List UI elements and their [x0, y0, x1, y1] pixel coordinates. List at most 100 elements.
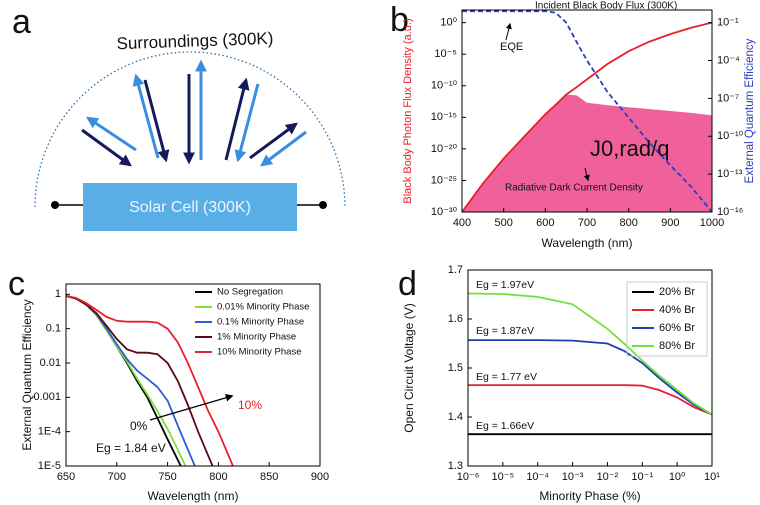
panel-label: a: [12, 3, 31, 41]
y-tick-label: 1.7: [448, 264, 463, 276]
y-tick-label: 1E-4: [38, 426, 61, 438]
y-tick-label: 0.01: [40, 357, 61, 369]
x-axis-label: Wavelength (nm): [148, 489, 239, 503]
x-tick-label: 10⁻³: [562, 471, 584, 483]
y-tick-label: 1: [55, 288, 61, 300]
chart: d 10⁻⁶ 10⁻⁵ 10⁻⁴ 10⁻³ 10⁻² 10⁻¹ 10⁰ 10¹ 1.3 1.4 1.5…: [398, 264, 720, 503]
line: [468, 339, 712, 416]
x-tick-label: 10⁻⁶: [457, 471, 480, 483]
line: [66, 295, 234, 466]
line: [468, 384, 712, 416]
y-tick-label: 0.1: [46, 323, 61, 335]
y-tick-label: 1E-5: [38, 460, 61, 472]
annotation: Eg = 1.84 eV: [96, 441, 166, 455]
arrow: [249, 122, 298, 160]
annotation: Eg = 1.66eV: [476, 420, 534, 432]
x-tick-label: 800: [209, 471, 227, 483]
annotation: 10%: [238, 398, 262, 412]
legend-label: 0.01% Minority Phase: [217, 302, 309, 313]
y-tick-label: 10⁻²⁵: [431, 174, 457, 186]
y-tick-label: 10⁻¹⁵: [431, 111, 457, 123]
y2-tick-label: 10⁻⁴: [717, 54, 740, 66]
y2-tick-label: 10⁻⁷: [717, 92, 739, 104]
annotation: J0,rad/q: [590, 136, 670, 161]
x-tick-label: 10¹: [704, 471, 720, 483]
line: [468, 292, 712, 416]
y-tick-label: 10⁰: [440, 17, 457, 29]
solar-cell: [83, 183, 297, 231]
legend-label: No Segregation: [217, 287, 283, 298]
surroundings-arc: [34, 51, 346, 208]
panel-label: d: [398, 265, 417, 303]
y-axis-label: Black Body Photon Flux Density (a.u.): [402, 18, 414, 203]
line: [462, 21, 712, 212]
x-axis-label: Wavelength (nm): [542, 236, 633, 250]
x-tick-label: 600: [536, 217, 554, 229]
arrow: [132, 73, 160, 159]
pointer: [505, 22, 512, 41]
terminal: [51, 201, 59, 209]
series-label: Incident Black Body Flux (300K): [535, 1, 677, 12]
plot-frame: [467, 269, 713, 467]
y-tick-label: 1.4: [448, 411, 463, 423]
surroundings-label: Surroundings (300K): [116, 29, 273, 53]
arrow: [86, 116, 137, 152]
y2-tick-label: 10⁻¹: [717, 17, 739, 29]
y2-tick-label: 10⁻¹⁶: [717, 206, 743, 218]
legend-frame: [626, 281, 708, 357]
x-tick-label: 700: [578, 217, 596, 229]
x-tick-label: 1000: [700, 217, 724, 229]
y2-tick-label: 10⁻¹³: [717, 168, 743, 180]
legend-label: 0.1% Minority Phase: [217, 317, 304, 328]
y-tick-label: 1.5: [448, 362, 463, 374]
panel-label: b: [390, 1, 409, 39]
plot-area: [462, 10, 712, 212]
y2-axis-label: External Quantum Efficiency: [744, 38, 756, 183]
y-tick-label: 1.3: [448, 460, 463, 472]
x-tick-label: 900: [661, 217, 679, 229]
x-tick-label: 800: [619, 217, 637, 229]
legend-label: 60% Br: [659, 322, 695, 334]
y-tick-label: 10⁻³⁰: [431, 206, 458, 218]
legend-label: 10% Minority Phase: [217, 347, 301, 358]
legend-label: 20% Br: [659, 286, 695, 298]
annotation: Eg = 1.87eV: [476, 325, 534, 337]
plot-frame: [65, 283, 321, 467]
plot-area: [66, 295, 234, 466]
arrow: [224, 77, 250, 161]
y-axis-label: External Quantum Efficiency: [20, 299, 34, 450]
x-tick-label: 850: [260, 471, 278, 483]
series-label: Radiative Dark Current Density: [505, 183, 643, 194]
pointer: [583, 167, 590, 182]
legend-label: 40% Br: [659, 304, 695, 316]
x-tick-label: 500: [494, 217, 512, 229]
panel-label: c: [8, 265, 25, 303]
legend-label: 80% Br: [659, 340, 695, 352]
x-axis-label: Minority Phase (%): [539, 489, 640, 503]
arrow: [260, 130, 307, 167]
arrows: [81, 59, 307, 167]
annotation: Eg = 1.97eV: [476, 279, 534, 291]
x-tick-label: 10⁻²: [597, 471, 619, 483]
chart: c 650 700 750 800 850 900 1 0.1 0.01 0.001 1E-4 1E-5…: [8, 265, 329, 503]
x-tick-label: 10⁻⁴: [526, 471, 549, 483]
y-tick-label: 10⁻⁵: [434, 48, 457, 60]
x-tick-label: 900: [311, 471, 329, 483]
pointer: [149, 394, 234, 421]
y-axis-label: Open Circuit Voltage (V): [402, 303, 416, 432]
x-tick-label: 10⁻⁵: [492, 471, 515, 483]
x-tick-label: 10⁻¹: [631, 471, 653, 483]
annotation: 0%: [130, 419, 148, 433]
x-tick-label: 650: [57, 471, 75, 483]
y-tick-label: 10⁻²⁰: [431, 143, 458, 155]
cell-label: Solar Cell (300K): [129, 199, 251, 216]
area: [462, 94, 712, 212]
x-tick-label: 10⁰: [669, 471, 686, 483]
line: [66, 295, 214, 466]
arrow: [234, 83, 260, 163]
annotation: EQE: [500, 41, 523, 53]
panel-a: a Surroundings (300K) Solar Cell (300K): [12, 3, 346, 231]
annotation: Eg = 1.77 eV: [476, 371, 537, 383]
y2-tick-label: 10⁻¹⁰: [717, 130, 744, 142]
